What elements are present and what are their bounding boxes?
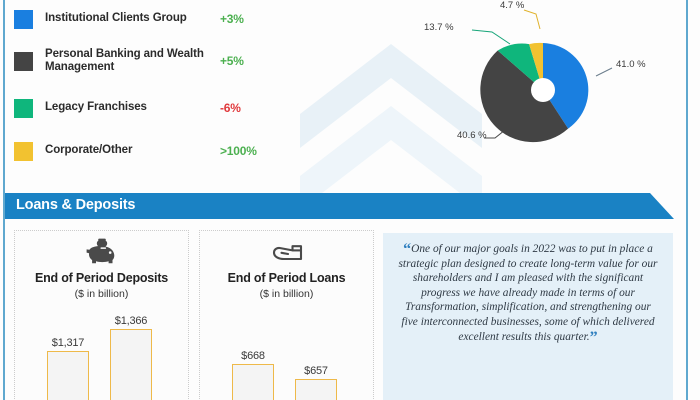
- quote-text: One of our major goals in 2022 was to pu…: [398, 243, 658, 343]
- bar-value-label: $668: [241, 350, 265, 362]
- pie-slice-corporate-other: [529, 42, 543, 90]
- pie-slice-legacy-franchises: [497, 43, 543, 90]
- legend-row: Personal Banking and Wealth Management +…: [14, 44, 314, 78]
- panel-end-of-period-loans: End of Period Loans ($ in billion) $668 …: [199, 230, 374, 400]
- legend-swatch-legacy-franchises: [14, 98, 33, 118]
- bar-rect: [232, 364, 274, 400]
- bar-rect: [295, 379, 337, 400]
- segment-legend: Institutional Clients Group +3% Personal…: [14, 0, 314, 175]
- leader-line-0: [595, 67, 613, 77]
- legend-value: +5%: [220, 54, 244, 68]
- bar-group: $1,317: [47, 337, 89, 400]
- bar-rect: [110, 329, 152, 400]
- legend-value: +3%: [220, 12, 244, 26]
- deposits-bar-chart: $1,317 $1,366: [15, 299, 188, 400]
- revenue-share-donut-chart: 41.0 % 40.6 % 13.7 % 4.7 %: [400, 0, 686, 180]
- banner-shape: [5, 193, 674, 219]
- quote-open-mark: “: [403, 241, 412, 258]
- leader-line-3: [523, 9, 541, 30]
- donut-hole: [531, 78, 555, 102]
- legend-row: Legacy Franchises -6%: [14, 91, 314, 125]
- legend-value: -6%: [220, 101, 241, 115]
- bar-group: $657: [295, 365, 337, 400]
- donut-svg: [471, 9, 613, 143]
- pie-slice-personal-banking-and-wealth-management: [480, 50, 569, 143]
- legend-label: Corporate/Other: [45, 144, 133, 157]
- legend-label: Personal Banking and Wealth Management: [45, 47, 204, 74]
- section-banner: Loans & Deposits: [5, 193, 674, 219]
- pie-slice-institutional-clients-group: [543, 43, 589, 129]
- bar-value-label: $1,366: [114, 315, 148, 327]
- bar-rect: [47, 351, 89, 400]
- panel-end-of-period-deposits: End of Period Deposits ($ in billion) $1…: [14, 230, 189, 400]
- panel-title: End of Period Deposits: [34, 271, 169, 285]
- pie-value-label: 41.0 %: [616, 59, 646, 70]
- legend-label: Legacy Franchises: [45, 101, 147, 114]
- panel-title: End of Period Loans: [227, 271, 346, 285]
- pie-value-label: 13.7 %: [424, 22, 454, 33]
- loan-card-icon: [200, 238, 373, 268]
- legend-label: Institutional Clients Group: [45, 12, 187, 25]
- bar-value-label: $1,317: [51, 337, 85, 349]
- legend-swatch-corporate-other: [14, 141, 33, 161]
- right-edge-rule: [686, 0, 688, 400]
- pie-value-label: 40.6 %: [457, 130, 487, 141]
- quote-paragraph: “One of our major goals in 2022 was to p…: [397, 241, 659, 346]
- left-edge-rule: [3, 0, 5, 400]
- legend-row: Corporate/Other >100%: [14, 134, 314, 168]
- leader-line-2: [471, 29, 511, 45]
- executive-quote-box: “One of our major goals in 2022 was to p…: [383, 233, 673, 400]
- pie-value-label: 4.7 %: [500, 0, 525, 11]
- quote-close-mark: ”: [589, 328, 598, 346]
- legend-swatch-institutional-clients-group: [14, 9, 33, 29]
- bar-value-label: $657: [304, 365, 328, 377]
- bar-group: $1,366: [110, 315, 152, 400]
- legend-row: Institutional Clients Group +3%: [14, 2, 314, 36]
- legend-value: >100%: [220, 144, 257, 158]
- loans-bar-chart: $668 $657: [200, 299, 373, 400]
- bar-group: $668: [232, 350, 274, 400]
- section-title: Loans & Deposits: [16, 197, 136, 213]
- piggy-bank-icon: [15, 238, 188, 268]
- panel-subtitle: ($ in billion): [259, 288, 314, 300]
- legend-swatch-personal-banking-and-wealth-management: [14, 51, 33, 71]
- panel-subtitle: ($ in billion): [74, 288, 129, 300]
